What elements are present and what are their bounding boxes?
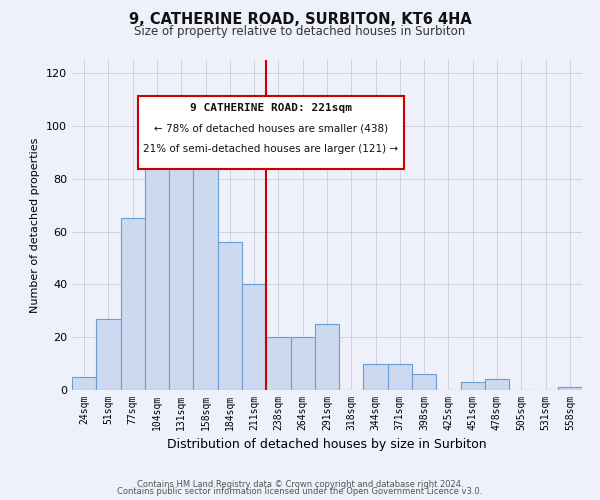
Text: 21% of semi-detached houses are larger (121) →: 21% of semi-detached houses are larger (… (143, 144, 398, 154)
Bar (266, 337, 290, 390)
FancyBboxPatch shape (139, 96, 404, 169)
Text: ← 78% of detached houses are smaller (438): ← 78% of detached houses are smaller (43… (154, 124, 388, 134)
Bar (169, 136, 193, 390)
Text: Contains HM Land Registry data © Crown copyright and database right 2024.: Contains HM Land Registry data © Crown c… (137, 480, 463, 489)
Y-axis label: Number of detached properties: Number of detached properties (31, 138, 40, 312)
Bar (558, 388, 582, 390)
Bar (72, 377, 96, 390)
Bar (290, 337, 315, 390)
Bar (412, 374, 436, 390)
Bar (315, 324, 339, 390)
Bar (242, 284, 266, 390)
Text: 9, CATHERINE ROAD, SURBITON, KT6 4HA: 9, CATHERINE ROAD, SURBITON, KT6 4HA (128, 12, 472, 28)
Bar (364, 364, 388, 390)
Text: Contains public sector information licensed under the Open Government Licence v3: Contains public sector information licen… (118, 487, 482, 496)
Bar (96, 318, 121, 390)
Bar (193, 155, 218, 390)
Text: Size of property relative to detached houses in Surbiton: Size of property relative to detached ho… (134, 25, 466, 38)
Bar (485, 380, 509, 390)
Bar (461, 382, 485, 390)
Bar (218, 242, 242, 390)
X-axis label: Distribution of detached houses by size in Surbiton: Distribution of detached houses by size … (167, 438, 487, 452)
Bar (121, 218, 145, 390)
Text: 9 CATHERINE ROAD: 221sqm: 9 CATHERINE ROAD: 221sqm (190, 103, 352, 113)
Bar (145, 150, 169, 390)
Bar (388, 364, 412, 390)
